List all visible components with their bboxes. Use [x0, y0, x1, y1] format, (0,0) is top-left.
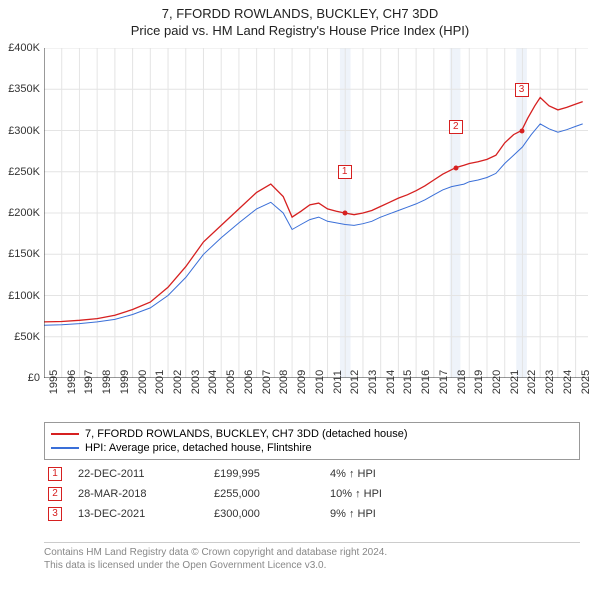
sales-date: 13-DEC-2021 — [78, 508, 198, 520]
title-subtitle: Price paid vs. HM Land Registry's House … — [0, 23, 600, 40]
x-tick-label: 2004 — [207, 370, 219, 394]
sales-date: 28-MAR-2018 — [78, 488, 198, 500]
legend: 7, FFORDD ROWLANDS, BUCKLEY, CH7 3DD (de… — [44, 422, 580, 460]
sale-marker-box: 1 — [338, 165, 352, 179]
y-tick-label: £0 — [0, 372, 40, 384]
x-tick-label: 2010 — [314, 370, 326, 394]
x-tick-label: 2007 — [261, 370, 273, 394]
x-tick-label: 2012 — [349, 370, 361, 394]
attribution: Contains HM Land Registry data © Crown c… — [44, 542, 580, 572]
sales-price: £199,995 — [214, 468, 314, 480]
legend-swatch — [51, 433, 79, 435]
y-tick-label: £400K — [0, 42, 40, 54]
x-tick-label: 2015 — [402, 370, 414, 394]
x-tick-label: 1999 — [119, 370, 131, 394]
sales-delta: 4% ↑ HPI — [330, 468, 580, 480]
y-tick-label: £200K — [0, 207, 40, 219]
y-tick-label: £150K — [0, 248, 40, 260]
x-tick-label: 2016 — [420, 370, 432, 394]
x-tick-label: 1995 — [48, 370, 60, 394]
sales-price: £255,000 — [214, 488, 314, 500]
x-tick-label: 2022 — [526, 370, 538, 394]
sales-row: 1 22-DEC-2011 £199,995 4% ↑ HPI — [44, 464, 580, 484]
x-tick-label: 2011 — [332, 370, 344, 394]
attribution-line2: This data is licensed under the Open Gov… — [44, 559, 580, 572]
x-tick-label: 2005 — [225, 370, 237, 394]
sales-number-box: 3 — [48, 507, 62, 521]
x-tick-label: 2013 — [367, 370, 379, 394]
x-tick-label: 2001 — [154, 370, 166, 394]
y-tick-label: £50K — [0, 331, 40, 343]
x-tick-label: 2002 — [172, 370, 184, 394]
chart-area: £0£50K£100K£150K£200K£250K£300K£350K£400… — [44, 48, 588, 378]
x-tick-label: 2021 — [509, 370, 521, 394]
sales-date: 22-DEC-2011 — [78, 468, 198, 480]
x-tick-label: 1998 — [101, 370, 113, 394]
x-tick-label: 2014 — [385, 370, 397, 394]
legend-row: HPI: Average price, detached house, Flin… — [51, 441, 573, 455]
sales-delta: 10% ↑ HPI — [330, 488, 580, 500]
x-tick-label: 2024 — [562, 370, 574, 394]
sale-marker-box: 2 — [449, 120, 463, 134]
x-tick-label: 2003 — [190, 370, 202, 394]
x-tick-label: 2023 — [544, 370, 556, 394]
x-tick-label: 2025 — [580, 370, 592, 394]
x-tick-label: 1996 — [66, 370, 78, 394]
sales-price: £300,000 — [214, 508, 314, 520]
sale-marker-box: 3 — [515, 83, 529, 97]
legend-swatch — [51, 447, 79, 449]
sales-table: 1 22-DEC-2011 £199,995 4% ↑ HPI 2 28-MAR-2018… — [44, 464, 580, 524]
legend-row: 7, FFORDD ROWLANDS, BUCKLEY, CH7 3DD (de… — [51, 427, 573, 441]
sale-marker-dot — [342, 211, 347, 216]
attribution-line1: Contains HM Land Registry data © Crown c… — [44, 546, 580, 559]
sales-delta: 9% ↑ HPI — [330, 508, 580, 520]
title-block: 7, FFORDD ROWLANDS, BUCKLEY, CH7 3DD Pri… — [0, 0, 600, 40]
x-tick-label: 2000 — [137, 370, 149, 394]
sales-row: 2 28-MAR-2018 £255,000 10% ↑ HPI — [44, 484, 580, 504]
y-tick-label: £300K — [0, 125, 40, 137]
x-tick-label: 1997 — [83, 370, 95, 394]
title-address: 7, FFORDD ROWLANDS, BUCKLEY, CH7 3DD — [0, 6, 600, 23]
legend-label: 7, FFORDD ROWLANDS, BUCKLEY, CH7 3DD (de… — [85, 428, 408, 440]
x-tick-label: 2019 — [473, 370, 485, 394]
sales-number-box: 2 — [48, 487, 62, 501]
x-tick-label: 2008 — [278, 370, 290, 394]
sale-marker-dot — [519, 128, 524, 133]
sales-row: 3 13-DEC-2021 £300,000 9% ↑ HPI — [44, 504, 580, 524]
x-tick-label: 2006 — [243, 370, 255, 394]
y-tick-label: £250K — [0, 166, 40, 178]
x-tick-label: 2009 — [296, 370, 308, 394]
chart-svg — [44, 48, 588, 378]
sales-number-box: 1 — [48, 467, 62, 481]
x-tick-label: 2017 — [438, 370, 450, 394]
x-tick-label: 2018 — [456, 370, 468, 394]
sale-marker-dot — [453, 165, 458, 170]
x-tick-label: 2020 — [491, 370, 503, 394]
legend-label: HPI: Average price, detached house, Flin… — [85, 442, 312, 454]
chart-container: 7, FFORDD ROWLANDS, BUCKLEY, CH7 3DD Pri… — [0, 0, 600, 590]
y-tick-label: £350K — [0, 83, 40, 95]
y-tick-label: £100K — [0, 290, 40, 302]
